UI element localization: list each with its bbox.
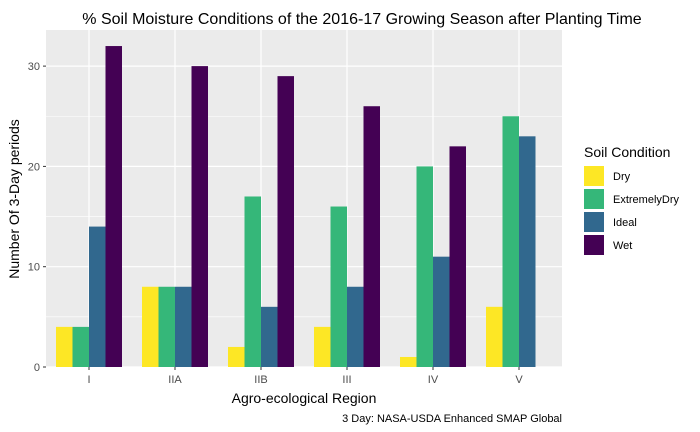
y-tick-label: 20 xyxy=(28,161,40,173)
plot-panel xyxy=(46,30,562,367)
bars xyxy=(56,46,536,368)
bar-dry-iia xyxy=(142,286,159,367)
legend-key-extremelydry xyxy=(584,189,604,209)
bar-ideal-iib xyxy=(261,306,278,367)
x-axis-title: Agro-ecological Region xyxy=(232,390,377,406)
bar-extremelydry-iib xyxy=(244,196,261,367)
legend-label-wet: Wet xyxy=(613,240,632,252)
bar-ideal-i xyxy=(89,226,106,367)
legend-label-ideal: Ideal xyxy=(613,217,637,229)
chart-title: % Soil Moisture Conditions of the 2016-1… xyxy=(82,11,642,28)
bar-extremelydry-iv xyxy=(416,166,433,367)
bar-ideal-iv xyxy=(433,256,450,367)
x-tick-label: V xyxy=(515,374,523,386)
y-tick-label: 30 xyxy=(28,61,40,73)
bar-wet-i xyxy=(105,46,122,368)
bar-wet-iii xyxy=(363,106,380,367)
x-tick-label: IIB xyxy=(254,374,267,386)
x-tick-label: IV xyxy=(428,374,439,386)
legend-label-dry: Dry xyxy=(613,171,631,183)
legend-key-dry xyxy=(584,166,604,186)
legend-key-ideal xyxy=(584,212,604,232)
legend-title: Soil Condition xyxy=(584,144,670,160)
bar-wet-iib xyxy=(277,76,294,367)
bar-ideal-iia xyxy=(175,286,192,367)
x-tick-label: III xyxy=(342,374,351,386)
chart-caption: 3 Day: NASA-USDA Enhanced SMAP Global xyxy=(342,413,562,425)
bar-ideal-v xyxy=(519,136,536,367)
bar-extremelydry-v xyxy=(502,116,519,367)
bar-dry-iv xyxy=(400,356,417,367)
bar-dry-iii xyxy=(314,326,331,367)
bar-dry-v xyxy=(486,306,503,367)
legend-key-wet xyxy=(584,235,604,255)
y-tick-label: 10 xyxy=(28,262,40,274)
bar-wet-iia xyxy=(191,66,208,367)
bar-extremelydry-iia xyxy=(158,286,175,367)
bar-ideal-iii xyxy=(347,286,364,367)
bar-wet-iv xyxy=(449,146,466,367)
x-tick-label: IIA xyxy=(168,374,182,386)
y-axis: 0 10 20 30 xyxy=(28,61,46,374)
bar-extremelydry-iii xyxy=(330,206,347,367)
y-tick-label: 0 xyxy=(34,362,40,374)
x-tick-label: I xyxy=(87,374,90,386)
bar-extremelydry-i xyxy=(72,326,89,367)
bar-dry-i xyxy=(56,326,73,367)
legend: Soil Condition Dry ExtremelyDry Ideal Wet xyxy=(584,144,680,255)
x-axis: I IIA IIB III IV V xyxy=(87,367,523,386)
y-axis-title: Number Of 3-Day periods xyxy=(6,119,22,279)
bar-dry-iib xyxy=(228,346,245,367)
legend-label-extremelydry: ExtremelyDry xyxy=(613,194,680,206)
